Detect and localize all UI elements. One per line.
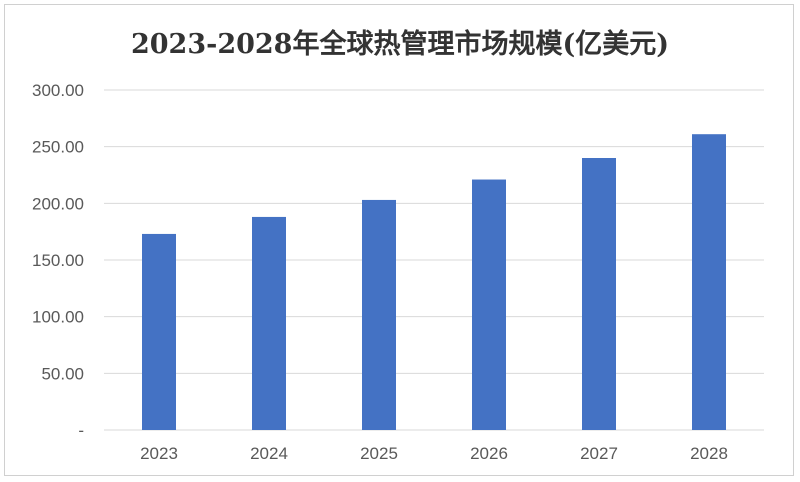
x-tick-label-2025: 2025 (360, 444, 398, 463)
bar-2028 (692, 134, 726, 430)
y-tick-label: 150.00 (32, 251, 84, 270)
y-tick-label: 100.00 (32, 308, 84, 327)
x-tick-label-2028: 2028 (690, 444, 728, 463)
bar-2023 (142, 233, 176, 430)
y-tick-label: 50.00 (41, 364, 84, 383)
x-tick-label-2027: 2027 (580, 444, 618, 463)
x-tick-label-2024: 2024 (250, 444, 288, 463)
bar-2024 (252, 216, 286, 430)
y-tick-label: - (78, 421, 84, 440)
chart-title: 2023-2028年全球热管理市场规模(亿美元) (130, 29, 670, 60)
y-tick-label: 300.00 (32, 81, 84, 100)
x-tick-label-2023: 2023 (140, 444, 178, 463)
bars (142, 134, 726, 430)
chart-frame (4, 4, 794, 476)
gridlines (104, 89, 764, 431)
bar-2025 (362, 199, 396, 430)
y-tick-label: 200.00 (32, 194, 84, 213)
bar-2027 (582, 158, 616, 430)
x-tick-label-2026: 2026 (470, 444, 508, 463)
y-tick-label: 250.00 (32, 138, 84, 157)
bar-2026 (472, 179, 506, 430)
y-axis-labels: - 50.00 100.00 150.00 200.00 250.00 300.00 (32, 81, 84, 440)
x-axis-labels: 2023 2024 2025 2026 2027 2028 (140, 444, 728, 463)
